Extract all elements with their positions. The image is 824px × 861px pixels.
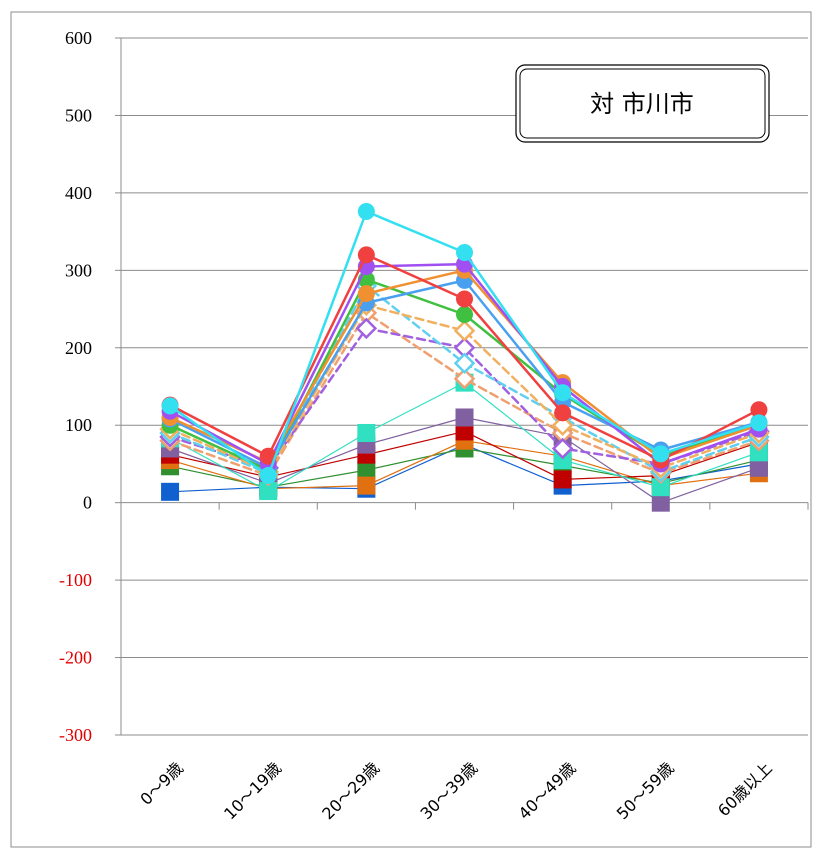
- annotation-inner-border: [519, 68, 766, 139]
- series-11: [161, 373, 768, 501]
- y-tick-label: 300: [65, 260, 92, 280]
- data-point: [553, 470, 572, 489]
- data-point: [355, 317, 378, 340]
- data-point: [651, 493, 670, 512]
- data-point: [453, 367, 476, 390]
- y-tick-label: 100: [65, 415, 92, 435]
- annotation-label: 対 市川市: [590, 90, 694, 118]
- data-point: [357, 202, 375, 220]
- chart-border: [10, 11, 812, 848]
- data-point: [456, 305, 473, 323]
- y-tick-label: -200: [59, 648, 92, 668]
- data-point: [357, 246, 375, 264]
- y-tick-label: 500: [65, 105, 92, 125]
- data-point: [456, 244, 473, 262]
- data-point: [750, 414, 768, 432]
- series-1: [161, 202, 768, 485]
- data-point: [357, 285, 375, 303]
- axes: [115, 37, 809, 736]
- data-point: [652, 445, 670, 463]
- data-point: [453, 319, 476, 342]
- data-point: [357, 476, 376, 495]
- data-point: [554, 384, 572, 402]
- data-point: [749, 443, 768, 462]
- data-point: [259, 447, 277, 465]
- annotation-outer-border: [515, 64, 770, 143]
- y-tick-label: 400: [65, 183, 92, 203]
- data-point: [750, 401, 768, 419]
- data-point: [357, 423, 376, 442]
- data-point: [259, 467, 277, 485]
- series-layer: [159, 202, 770, 512]
- data-point: [161, 397, 179, 415]
- data-point: [453, 352, 476, 375]
- data-point: [553, 451, 572, 470]
- data-point: [551, 414, 574, 436]
- data-point: [456, 290, 473, 308]
- y-tick-labels: 600 500 400 300 200 100 0 -100 -200 -300: [59, 28, 92, 745]
- y-tick-label: 200: [65, 338, 92, 358]
- data-point: [749, 458, 768, 477]
- data-point: [455, 408, 474, 427]
- data-point: [551, 437, 574, 460]
- y-tick-label: 600: [65, 28, 92, 48]
- data-point: [357, 461, 376, 480]
- data-point: [161, 482, 180, 501]
- data-point: [554, 404, 572, 422]
- y-tick-label: -300: [59, 725, 92, 745]
- data-point: [259, 482, 278, 501]
- annotation-box: 対 市川市: [515, 64, 770, 143]
- y-tick-label: -100: [59, 570, 92, 590]
- y-tick-label: 0: [83, 493, 92, 513]
- data-point: [455, 422, 474, 441]
- data-point: [651, 478, 670, 497]
